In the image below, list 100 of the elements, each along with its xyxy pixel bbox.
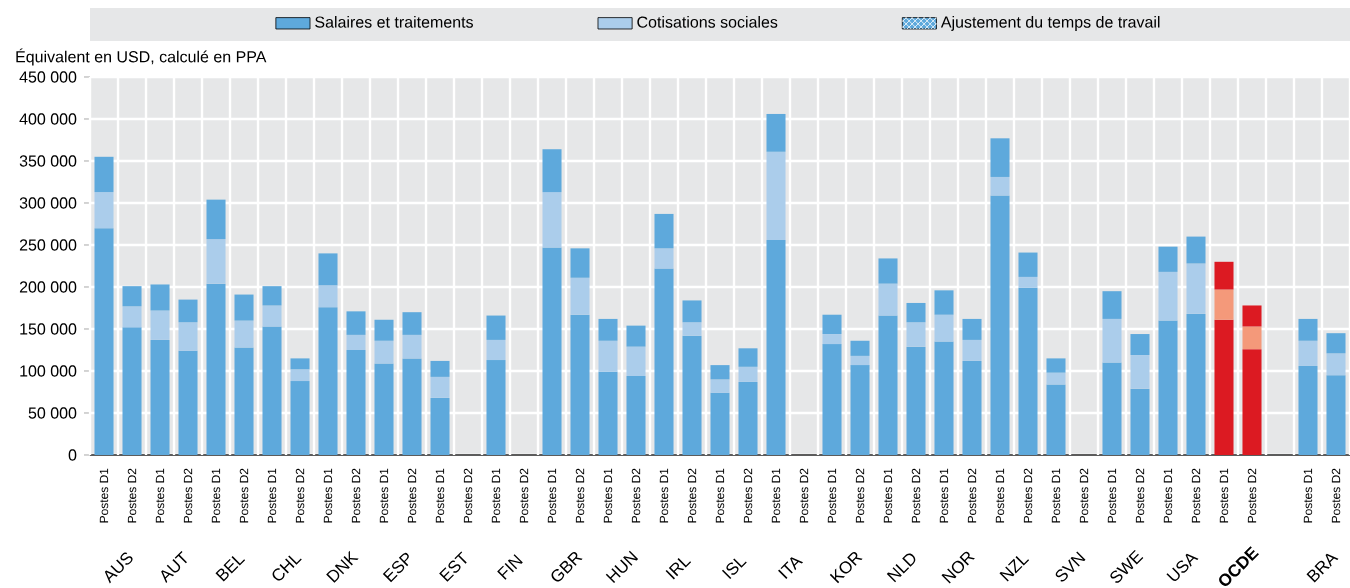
bar xyxy=(654,213,674,249)
text: ISL xyxy=(721,558,747,580)
bar xyxy=(262,286,282,306)
x-tick-label: Postes D1 xyxy=(379,468,389,523)
bar xyxy=(710,392,730,455)
bar xyxy=(570,314,590,455)
bar xyxy=(570,277,590,315)
bar xyxy=(1158,320,1178,455)
bar xyxy=(1326,375,1346,455)
x-tick-label: Postes D1 xyxy=(883,468,893,523)
text: NZL xyxy=(999,556,1030,582)
bar xyxy=(962,339,982,361)
bar xyxy=(486,339,506,361)
x-tick-label: Postes D1 xyxy=(1163,468,1173,523)
y-tick-label: 200 000 xyxy=(19,281,77,293)
bar xyxy=(94,228,114,455)
bar xyxy=(234,347,254,455)
legend-label: Ajustement du temps de travail xyxy=(940,15,1160,31)
bar xyxy=(822,344,842,455)
y-tick-label: 0 xyxy=(68,449,77,461)
y-tick-label: 250 000 xyxy=(19,239,77,251)
bar xyxy=(206,199,226,240)
bar xyxy=(1298,318,1318,341)
bar xyxy=(1242,349,1262,455)
text: FIN xyxy=(497,554,523,580)
bar xyxy=(430,360,450,377)
bar xyxy=(318,285,338,308)
bar xyxy=(626,346,646,377)
bar xyxy=(374,319,394,341)
bar xyxy=(542,149,562,193)
bar xyxy=(402,358,422,455)
bar xyxy=(1298,365,1318,455)
y-axis-title: Équivalent en USD, calculé en PPA xyxy=(16,48,267,66)
bar xyxy=(766,151,786,240)
y-tick-label: 350 000 xyxy=(19,155,77,167)
bar xyxy=(178,322,198,351)
bar xyxy=(234,320,254,348)
x-tick-label: Postes D1 xyxy=(659,468,669,523)
x-tick-label: Postes D2 xyxy=(1247,468,1257,523)
bar xyxy=(234,294,254,321)
bar xyxy=(822,334,842,345)
bar xyxy=(878,315,898,455)
bar xyxy=(1130,355,1150,389)
x-tick-label: Postes D1 xyxy=(1219,468,1229,523)
x-tick-label: Postes D1 xyxy=(603,468,613,523)
text: BEL xyxy=(215,556,246,582)
bar xyxy=(94,192,114,229)
x-tick-label: Postes D2 xyxy=(967,468,977,523)
text: CHL xyxy=(272,555,302,581)
bar xyxy=(206,283,226,455)
bar xyxy=(318,253,338,286)
bar xyxy=(290,358,310,370)
bar xyxy=(878,258,898,284)
bar xyxy=(1046,358,1066,373)
bar xyxy=(1186,263,1206,314)
bar xyxy=(934,314,954,342)
bar xyxy=(682,335,702,455)
bar xyxy=(1018,287,1038,455)
text: USA xyxy=(1166,553,1199,581)
x-tick-label: Postes D2 xyxy=(463,468,473,523)
bar xyxy=(822,314,842,335)
x-tick-label: Postes D2 xyxy=(631,468,641,523)
x-tick-label: Postes D1 xyxy=(267,468,277,523)
x-tick-label: Postes D1 xyxy=(323,468,333,523)
bar xyxy=(1130,334,1150,356)
bar xyxy=(1102,362,1122,455)
x-tick-label: Postes D2 xyxy=(743,468,753,523)
bar xyxy=(710,379,730,393)
x-tick-label: Postes D1 xyxy=(1303,468,1313,523)
x-tick-label: Postes D2 xyxy=(1135,468,1145,523)
bar xyxy=(710,365,730,380)
bar xyxy=(318,307,338,455)
bar xyxy=(1186,236,1206,264)
bar xyxy=(430,376,450,398)
bar xyxy=(1102,291,1122,319)
y-tick-label: 100 000 xyxy=(20,365,77,377)
legend-label: Salaires et traitements xyxy=(315,15,473,28)
bar xyxy=(206,239,226,284)
x-tick-label: Postes D2 xyxy=(687,468,697,523)
bar xyxy=(738,381,758,455)
bar xyxy=(122,306,142,328)
bar xyxy=(178,350,198,455)
bar xyxy=(1018,276,1038,288)
bar xyxy=(766,239,786,455)
bar xyxy=(346,334,366,350)
bar xyxy=(654,268,674,455)
bar xyxy=(1046,372,1066,385)
legend-label: Cotisations sociales xyxy=(637,15,778,28)
x-tick-label: Postes D2 xyxy=(127,468,137,523)
bar xyxy=(570,248,590,278)
bar xyxy=(934,341,954,455)
bar xyxy=(598,340,618,372)
bar xyxy=(1130,388,1150,455)
y-tick-label: 50 000 xyxy=(28,407,77,419)
bar xyxy=(1214,261,1234,290)
y-tick-label: 300 000 xyxy=(19,197,77,209)
bar xyxy=(850,365,870,455)
bar xyxy=(738,348,758,367)
x-tick-label: Postes D1 xyxy=(491,468,501,523)
x-tick-label: Postes D1 xyxy=(99,468,109,523)
